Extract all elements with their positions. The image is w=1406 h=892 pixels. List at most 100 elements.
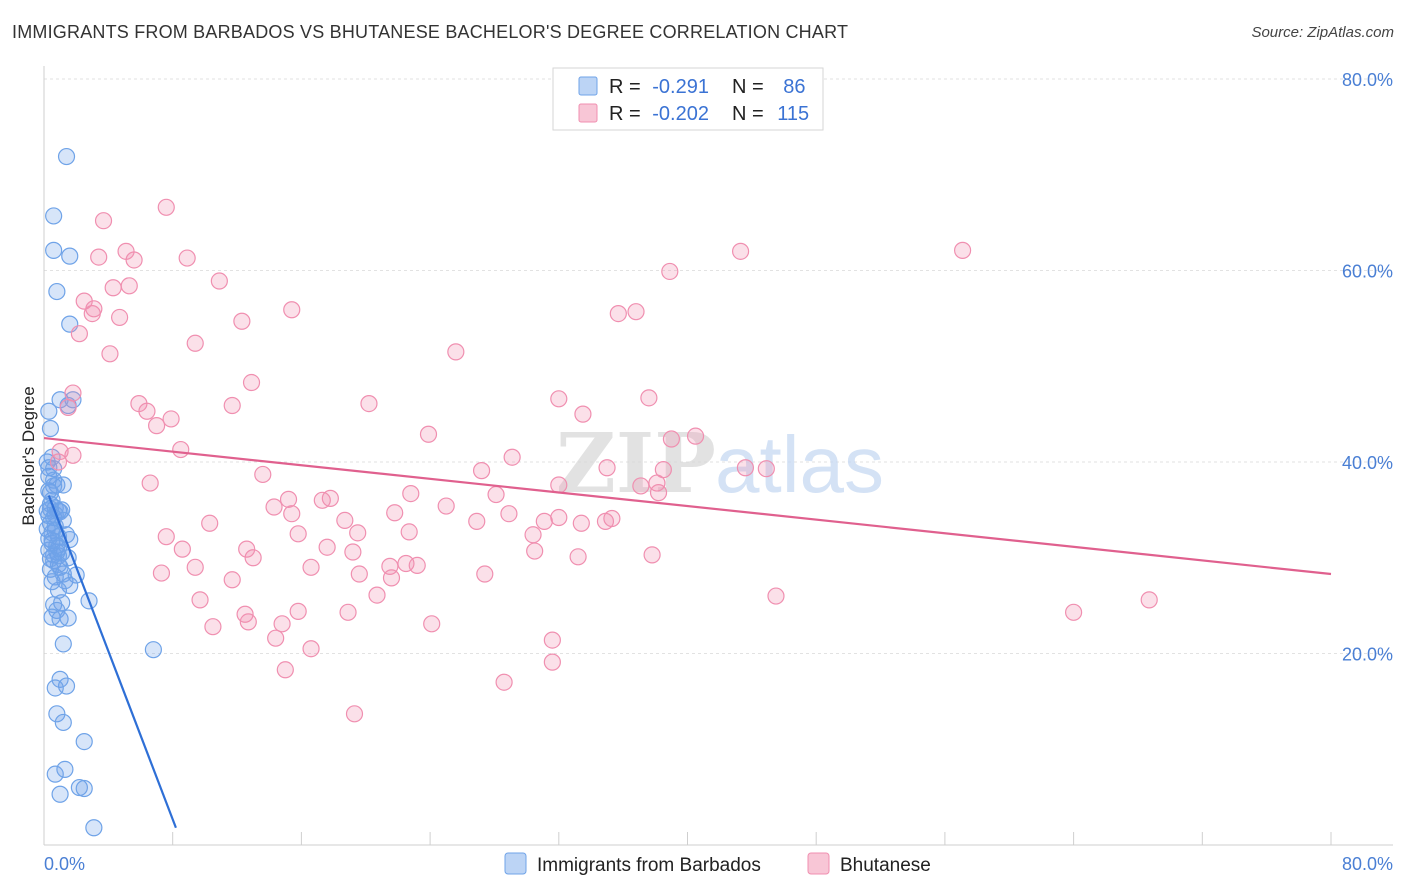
point-bhutanese-9: [120, 277, 138, 295]
point-bhutanese-35: [51, 442, 69, 461]
point-bhutanese-92: [191, 591, 209, 609]
point-bhutanese-99: [239, 613, 257, 631]
series-barbados: [38, 147, 162, 837]
point-bhutanese-114: [627, 303, 645, 321]
point-bhutanese-34: [686, 427, 705, 445]
point-barbados-0: [57, 147, 76, 166]
point-bhutanese-13: [233, 312, 251, 330]
point-bhutanese-57: [283, 505, 301, 523]
svg-text:N = 115: N = 115: [732, 103, 809, 125]
point-bhutanese-75: [244, 549, 262, 567]
point-barbados-51: [144, 641, 162, 659]
point-bhutanese-50: [402, 484, 420, 503]
series-bhutanese: [49, 198, 1158, 723]
point-bhutanese-4: [125, 251, 143, 269]
point-barbados-40: [56, 572, 74, 590]
point-bhutanese-30: [148, 417, 166, 435]
point-bhutanese-0: [157, 198, 175, 216]
y-tick-labels: 20.0% 40.0% 60.0% 80.0%: [1342, 70, 1393, 665]
point-bhutanese-91: [368, 586, 386, 604]
stats-legend-box: [552, 67, 824, 131]
point-bhutanese-78: [526, 542, 544, 560]
point-bhutanese-33: [662, 430, 681, 448]
point-bhutanese-93: [767, 587, 785, 605]
point-barbados-56: [54, 713, 72, 732]
point-bhutanese-12: [111, 308, 129, 327]
point-bhutanese-38: [503, 448, 521, 466]
point-bhutanese-15: [70, 325, 88, 343]
x-tick-marks: [172, 832, 1332, 845]
point-bhutanese-103: [267, 629, 285, 647]
point-barbados-41: [61, 576, 79, 595]
x-tick-label-min: 0.0%: [44, 854, 85, 874]
point-bhutanese-32: [419, 425, 438, 443]
point-bhutanese-60: [550, 508, 568, 527]
point-bhutanese-65: [468, 512, 486, 530]
point-bhutanese-101: [204, 618, 222, 636]
point-bhutanese-89: [476, 565, 494, 583]
point-bhutanese-66: [535, 512, 553, 530]
point-barbados-59: [56, 760, 74, 778]
point-barbados-57: [75, 732, 93, 751]
y-tick-label-40: 40.0%: [1342, 453, 1393, 473]
svg-text:N = 86: N = 86: [732, 76, 806, 98]
series-legend: Immigrants from Barbados Bhutanese: [504, 852, 931, 876]
point-bhutanese-107: [276, 661, 294, 679]
point-bhutanese-47: [632, 477, 650, 495]
legend-swatch-barbados: [578, 76, 598, 96]
bottom-legend-swatch-barbados: [504, 852, 527, 875]
point-bhutanese-24: [162, 410, 180, 428]
point-bhutanese-74: [238, 540, 256, 558]
point-bhutanese-20: [64, 384, 82, 402]
watermark-atlas: atlas: [715, 420, 884, 509]
point-bhutanese-43: [757, 460, 775, 478]
point-bhutanese-62: [603, 509, 621, 528]
point-bhutanese-72: [572, 514, 590, 532]
point-bhutanese-49: [649, 484, 668, 502]
point-barbados-85: [41, 550, 60, 568]
point-barbados-50: [54, 635, 72, 653]
point-bhutanese-59: [500, 505, 518, 523]
point-barbados-52: [51, 670, 69, 688]
point-bhutanese-46: [550, 476, 568, 494]
y-axis-label: Bachelor's Degree: [19, 386, 38, 525]
point-bhutanese-108: [495, 673, 513, 691]
point-bhutanese-69: [349, 524, 367, 542]
point-bhutanese-25: [223, 396, 241, 415]
point-bhutanese-52: [279, 490, 298, 508]
point-bhutanese-85: [408, 556, 426, 575]
point-bhutanese-98: [339, 603, 357, 621]
point-bhutanese-102: [423, 615, 441, 633]
point-barbados-10: [41, 419, 60, 438]
x-tick-label-max: 80.0%: [1342, 854, 1393, 874]
point-bhutanese-18: [447, 343, 465, 361]
point-bhutanese-1: [94, 212, 113, 230]
point-bhutanese-97: [289, 602, 307, 620]
point-bhutanese-71: [524, 526, 542, 544]
point-bhutanese-110: [661, 262, 679, 281]
point-bhutanese-67: [157, 528, 175, 546]
point-bhutanese-63: [201, 514, 219, 532]
point-barbados-55: [48, 705, 66, 723]
point-barbados-2: [45, 241, 63, 259]
point-bhutanese-42: [736, 459, 755, 477]
point-bhutanese-23: [138, 402, 156, 420]
point-bhutanese-76: [318, 538, 336, 556]
point-barbados-62: [51, 785, 69, 803]
point-barbados-78: [40, 459, 58, 477]
chart-title: IMMIGRANTS FROM BARBADOS VS BHUTANESE BA…: [12, 22, 849, 42]
legend-n-label-0: N =: [732, 76, 764, 98]
point-bhutanese-11: [85, 300, 103, 318]
point-bhutanese-105: [543, 631, 561, 649]
point-bhutanese-51: [487, 485, 505, 504]
legend-swatch-bhutanese: [578, 103, 598, 123]
point-barbados-58: [46, 765, 64, 783]
point-bhutanese-80: [643, 546, 661, 564]
point-bhutanese-14: [283, 301, 301, 319]
point-bhutanese-87: [350, 565, 368, 583]
point-bhutanese-86: [152, 564, 171, 582]
point-bhutanese-79: [569, 548, 587, 566]
svg-text:R = -0.202: R = -0.202: [609, 103, 709, 125]
point-bhutanese-37: [49, 453, 68, 471]
source-label: Source: ZipAtlas.com: [1251, 24, 1394, 41]
